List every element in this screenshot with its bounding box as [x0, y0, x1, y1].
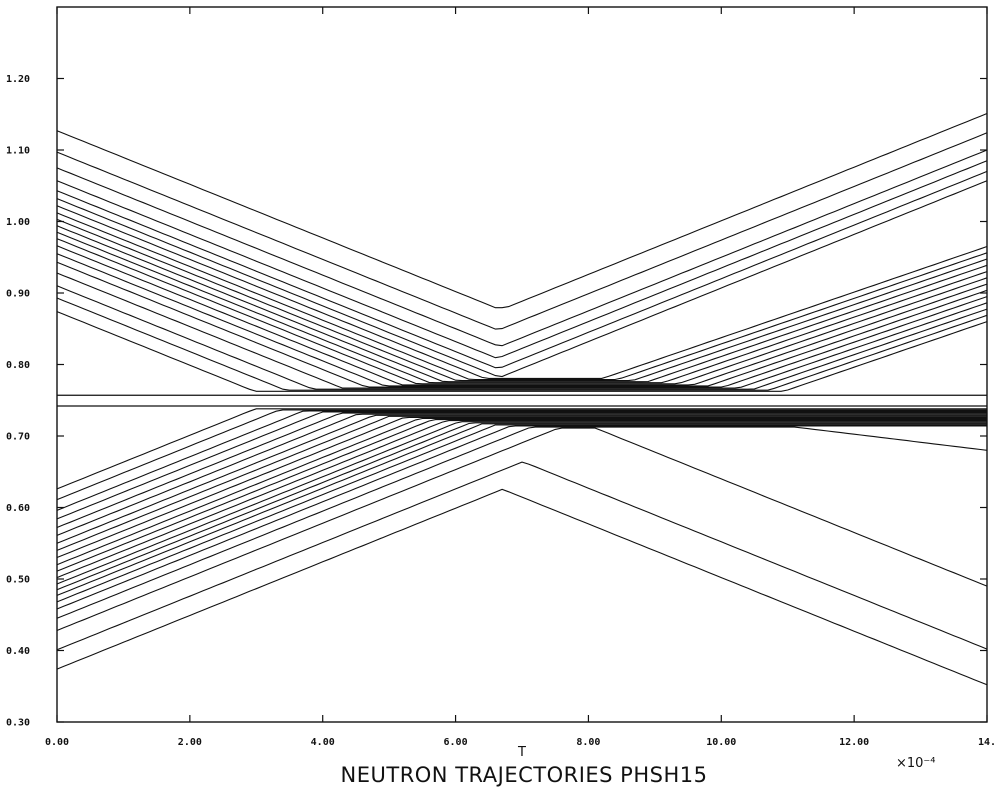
y-tick-label: 0.90 — [6, 289, 30, 300]
lower-trajectory — [56, 408, 987, 490]
lower-trajectory — [56, 415, 987, 551]
upper-trajectory — [56, 218, 988, 382]
upper-trajectory — [56, 170, 988, 369]
y-tick-label: 1.10 — [6, 146, 30, 157]
x-tick-label: 12.00 — [839, 737, 869, 748]
upper-trajectory — [56, 238, 988, 385]
upper-trajectory — [56, 180, 988, 378]
y-tick-label: 0.60 — [6, 503, 30, 514]
lower-trajectory — [56, 488, 988, 686]
lower-trajectory — [56, 424, 987, 603]
lower-trajectory — [56, 410, 987, 511]
plot-frame — [56, 6, 988, 723]
lower-trajectory — [56, 412, 987, 529]
upper-trajectory — [56, 272, 988, 389]
upper-trajectory — [56, 205, 988, 379]
upper-trajectory — [56, 311, 988, 392]
lower-trajectory — [56, 422, 987, 591]
upper-trajectory — [56, 160, 988, 359]
x-axis-label: T — [517, 745, 526, 760]
lower-trajectory — [56, 411, 987, 520]
y-tick-label: 1.00 — [6, 217, 30, 228]
x-tick-label: 10.00 — [706, 737, 736, 748]
y-tick-label: 0.30 — [6, 718, 30, 729]
upper-trajectory — [56, 132, 988, 330]
upper-trajectory — [56, 297, 988, 391]
y-tick-label: 1.20 — [6, 74, 30, 85]
upper-trajectory — [56, 112, 988, 309]
lower-trajectory — [56, 420, 987, 579]
lower-trajectory — [56, 425, 987, 610]
lower-trajectory — [56, 427, 988, 632]
upper-trajectory — [56, 231, 988, 384]
x-tick-label: 2.00 — [178, 737, 202, 748]
upper-trajectory — [56, 212, 988, 381]
chart-title: NEUTRON TRAJECTORIES PHSH15 — [341, 763, 708, 787]
lower-trajectory — [56, 413, 987, 536]
y-tick-label: 0.70 — [6, 432, 30, 443]
lower-trajectory — [56, 423, 987, 596]
y-axis-ticks: 0.30 0.40 0.50 0.60 0.70 0.80 0.90 1.00 1.10 1.20 — [6, 74, 987, 729]
x-tick-label: 14. — [978, 737, 996, 748]
trajectory-series — [56, 112, 988, 686]
upper-trajectory — [56, 225, 988, 383]
lower-trajectory — [56, 416, 987, 559]
x-tick-label: 8.00 — [576, 737, 600, 748]
upper-trajectory — [56, 245, 988, 386]
upper-trajectory — [56, 149, 988, 347]
y-tick-label: 0.80 — [6, 360, 30, 371]
upper-trajectory — [56, 285, 988, 390]
lower-trajectory — [56, 461, 988, 651]
x-tick-label: 6.00 — [444, 737, 468, 748]
lower-trajectory — [56, 417, 987, 566]
lower-trajectory — [56, 409, 987, 501]
y-tick-label: 0.40 — [6, 646, 30, 657]
x-tick-label: 0.00 — [45, 737, 69, 748]
lower-trajectory — [56, 421, 987, 585]
lower-trajectory — [56, 419, 987, 572]
x-axis-ticks: 0.00 2.00 4.00 6.00 8.00 10.00 12.00 14. — [45, 7, 996, 748]
x-tick-label: 4.00 — [311, 737, 335, 748]
upper-trajectory — [56, 261, 988, 388]
y-tick-label: 0.50 — [6, 575, 30, 586]
lower-trajectory — [56, 426, 988, 619]
x-axis-multiplier: ×10⁻⁴ — [896, 756, 936, 771]
lower-trajectory — [56, 414, 987, 544]
upper-trajectory — [56, 253, 988, 387]
reference-lines — [57, 394, 987, 407]
